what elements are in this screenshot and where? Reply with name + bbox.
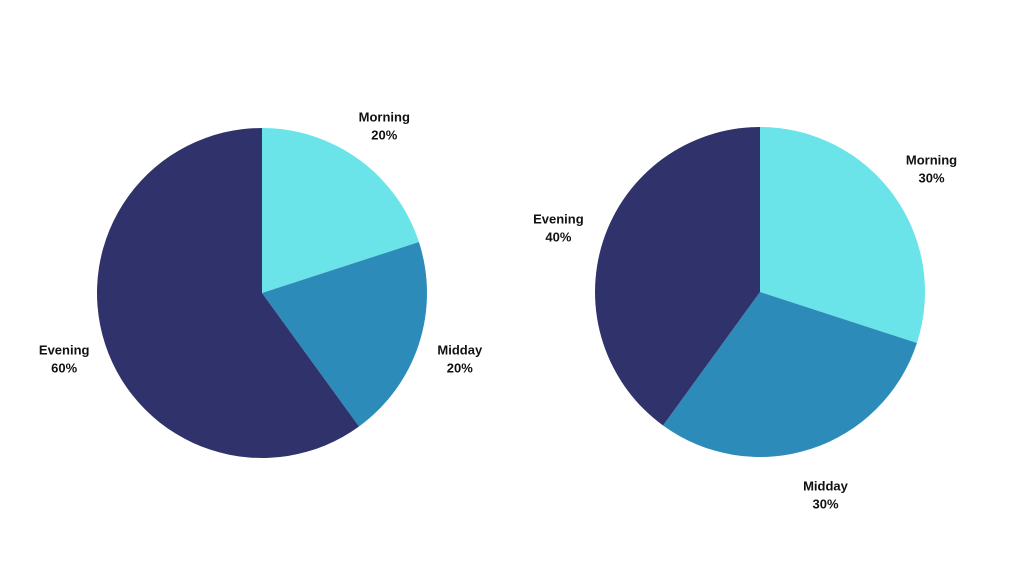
pie-chart-left: Morning 20% Midday 20% Evening 60% [39,110,483,458]
slice-percent: 60% [51,360,77,375]
pie-slice-midday-left [262,242,427,427]
slice-percent: 40% [545,230,571,245]
slice-percent: 20% [371,128,397,143]
slice-name: Midday [437,342,483,357]
pie-slice-evening-right [595,127,760,426]
slice-label-morning-right: Morning 30% [906,152,957,185]
slice-name: Evening [39,342,90,357]
pie-slice-midday-right [663,292,917,457]
slice-name: Evening [533,212,584,227]
slice-label-midday-right: Midday 30% [803,479,849,512]
slice-name: Morning [359,110,410,125]
slice-label-evening-left: Evening 60% [39,342,90,375]
pie-chart-right: Morning 30% Midday 30% Evening 40% [533,127,957,512]
slice-name: Midday [803,479,849,494]
pie-slice-evening-left [96,128,359,458]
pie-slice-morning-right [760,127,925,343]
slice-percent: 20% [447,360,473,375]
slice-label-evening-right: Evening 40% [533,212,584,245]
pie-slice-morning-left [262,128,419,293]
slice-percent: 30% [812,497,838,512]
slice-percent: 30% [918,170,944,185]
slice-label-morning-left: Morning 20% [359,110,410,143]
slice-name: Morning [906,152,957,167]
slice-label-midday-left: Midday 20% [437,342,483,375]
